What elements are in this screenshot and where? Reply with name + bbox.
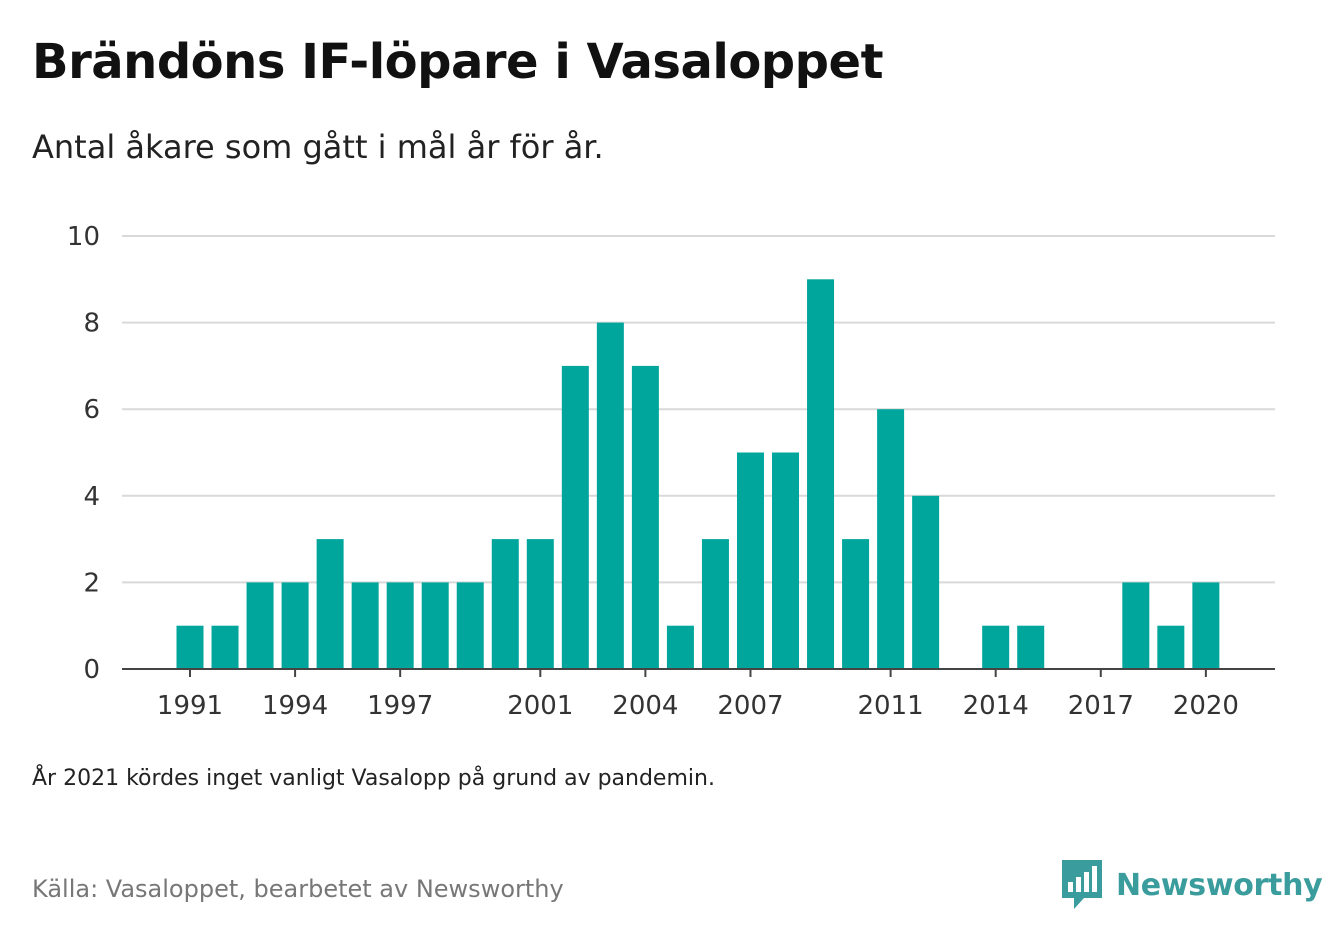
bar-2006 bbox=[701, 539, 729, 669]
x-tick-label: 1997 bbox=[367, 691, 433, 721]
bar-2014 bbox=[982, 625, 1010, 669]
bar-1991 bbox=[176, 625, 204, 669]
chart-title: Brändöns IF-löpare i Vasaloppet bbox=[32, 34, 884, 90]
bar-2012 bbox=[912, 495, 940, 669]
x-tick-label: 2001 bbox=[507, 691, 573, 721]
x-tick-label: 2017 bbox=[1068, 691, 1134, 721]
bar-2011 bbox=[877, 409, 905, 669]
x-tick-label: 2014 bbox=[963, 691, 1029, 721]
y-tick-label: 10 bbox=[67, 222, 100, 252]
y-tick-label: 6 bbox=[83, 395, 100, 425]
bar-chart: 0 2 4 6 8 10 1991 1994 1997 2001 2004 2007 2011 2014 2… bbox=[67, 222, 1275, 721]
brand-name: Newsworthy bbox=[1116, 867, 1323, 903]
bar-2002 bbox=[561, 365, 589, 669]
source-text: Källa: Vasaloppet, bearbetet av Newswort… bbox=[32, 875, 564, 903]
x-tick-label: 2020 bbox=[1173, 691, 1239, 721]
bar-2010 bbox=[842, 539, 870, 669]
x-tick-label: 2004 bbox=[612, 691, 678, 721]
bar-2020 bbox=[1192, 582, 1220, 669]
bar-2003 bbox=[596, 322, 624, 669]
brand-logo[interactable]: Newsworthy bbox=[1062, 860, 1323, 910]
x-tick-label: 2011 bbox=[858, 691, 924, 721]
bar-2004 bbox=[631, 365, 659, 669]
bar-1995 bbox=[316, 539, 344, 669]
bar-2009 bbox=[807, 279, 835, 669]
chart-subtitle: Antal åkare som gått i mål år för år. bbox=[32, 128, 604, 166]
bar-2019 bbox=[1157, 625, 1185, 669]
bar-1999 bbox=[456, 582, 484, 669]
bar-1997 bbox=[386, 582, 414, 669]
bar-1994 bbox=[281, 582, 309, 669]
bar-2000 bbox=[491, 539, 519, 669]
bar-1998 bbox=[421, 582, 449, 669]
bar-chart-speech-bubble-icon bbox=[1062, 860, 1102, 909]
y-tick-label: 8 bbox=[83, 309, 100, 339]
bar-2018 bbox=[1122, 582, 1150, 669]
x-tick-label: 1991 bbox=[157, 691, 223, 721]
x-tick-label: 2007 bbox=[717, 691, 783, 721]
bar-2015 bbox=[1017, 625, 1045, 669]
y-tick-label: 2 bbox=[83, 568, 100, 598]
bar-2008 bbox=[772, 452, 800, 669]
bar-2005 bbox=[666, 625, 694, 669]
bar-2007 bbox=[736, 452, 764, 669]
x-tick-label: 1994 bbox=[262, 691, 328, 721]
footnote: År 2021 kördes inget vanligt Vasalopp på… bbox=[32, 766, 715, 791]
bar-2001 bbox=[526, 539, 554, 669]
y-tick-label: 0 bbox=[83, 655, 100, 685]
bar-1996 bbox=[351, 582, 379, 669]
bar-1993 bbox=[246, 582, 274, 669]
bar-1992 bbox=[211, 625, 239, 669]
y-tick-label: 4 bbox=[83, 482, 100, 512]
